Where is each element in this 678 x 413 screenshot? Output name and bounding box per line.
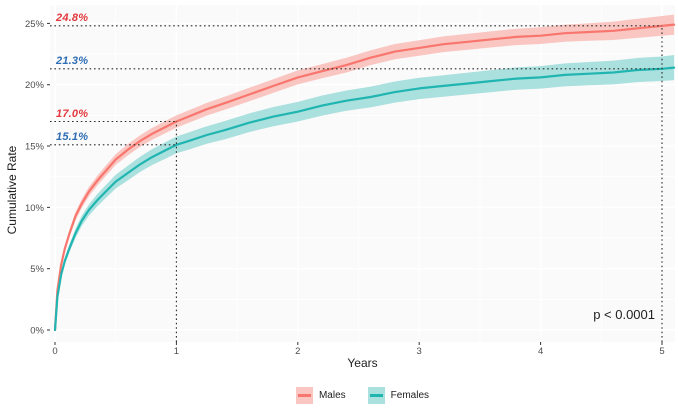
females-legend-swatch <box>367 387 385 404</box>
females-curve <box>53 66 676 332</box>
males-curve <box>53 23 676 332</box>
males-legend-swatch <box>295 387 313 404</box>
males-rate-annotation: 24.8% <box>56 11 89 24</box>
males-legend-line <box>297 394 311 397</box>
x-tick-label: 4 <box>538 346 543 357</box>
legend: Males Females <box>50 387 675 404</box>
y-tick-label: 5% <box>30 264 44 275</box>
males-legend-label: Males <box>318 390 346 401</box>
p-value-label: p < 0.0001 <box>593 307 655 322</box>
legend-item-males: Males <box>295 387 346 404</box>
x-tick-label: 3 <box>417 346 422 357</box>
x-tick-label: 0 <box>52 346 57 357</box>
females-rate-annotation: 21.3% <box>56 54 89 67</box>
y-axis-title: Cumulative Rate <box>5 145 19 235</box>
x-tick-label: 5 <box>659 346 664 357</box>
y-tick-label: 15% <box>25 142 45 153</box>
x-axis-title: Years <box>347 356 378 370</box>
females-confidence-band <box>55 55 675 330</box>
axis-ticks: 0% 5% 10% 15% 20% 25% 0 1 2 3 4 5 <box>25 19 665 357</box>
y-tick-label: 25% <box>25 19 45 30</box>
x-tick-label: 1 <box>174 346 179 357</box>
x-tick-label: 2 <box>295 346 300 357</box>
females-legend-label: Females <box>390 390 430 401</box>
y-tick-label: 20% <box>25 80 45 91</box>
males-rate-annotation: 17.0% <box>56 107 89 120</box>
y-tick-label: 10% <box>25 203 45 214</box>
y-tick-label: 0% <box>30 326 44 337</box>
females-rate-annotation: 15.1% <box>56 130 89 143</box>
females-legend-line <box>369 394 383 397</box>
legend-item-females: Females <box>367 387 430 404</box>
